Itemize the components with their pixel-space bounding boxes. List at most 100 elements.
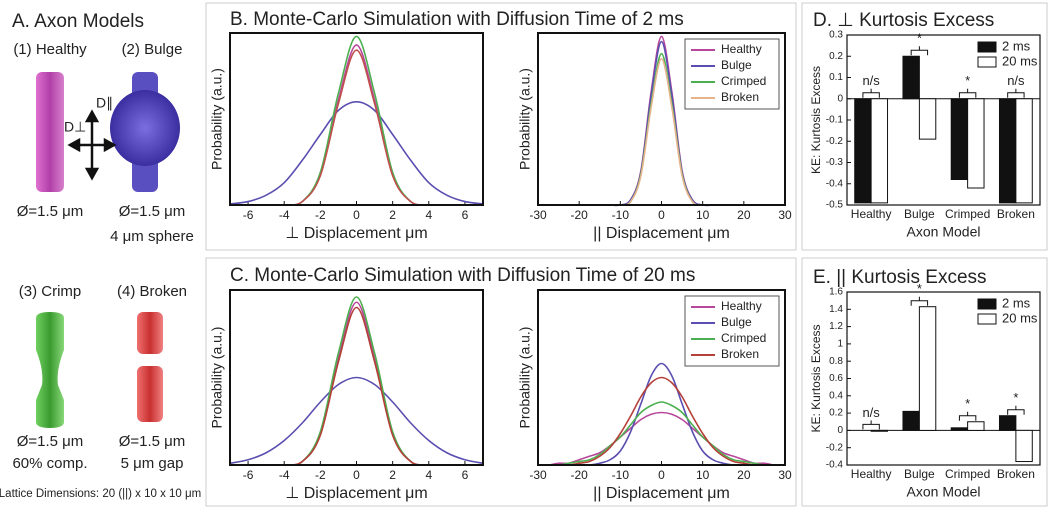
significance-bracket	[862, 420, 880, 430]
x-tick-label: -6	[243, 468, 254, 482]
x-tick-label: 2	[389, 208, 396, 222]
bar	[998, 98, 1017, 204]
x-tick-label: -30	[529, 208, 547, 222]
y-tick-label: 0.3	[829, 30, 843, 41]
y-tick-label: 0.2	[829, 51, 843, 62]
y-tick-label: -0.5	[826, 200, 844, 211]
bar	[902, 55, 920, 100]
x-tick-label: 4	[425, 208, 432, 222]
panel-border	[801, 2, 1048, 251]
model-caption: 5 μm gap	[121, 455, 184, 472]
x-axis-label: || Displacement μm	[593, 225, 730, 242]
x-tick-label: -6	[243, 208, 254, 222]
x-tick-label: -2	[315, 468, 326, 482]
y-tick-label: 1.2	[829, 321, 843, 332]
broken-axon-part	[137, 366, 163, 422]
y-tick-label: -0.4	[826, 178, 844, 189]
series-line	[538, 362, 785, 466]
y-tick-label: 1	[837, 339, 843, 350]
x-axis-label: Axon Model	[907, 484, 981, 500]
series-line	[230, 44, 483, 207]
legend-label: Bulge	[721, 58, 752, 72]
legend-label: 2 ms	[1002, 38, 1031, 53]
y-tick-label: 0.1	[829, 72, 843, 83]
model-label: (4) Broken	[117, 283, 187, 300]
model-caption: Ø=1.5 μm	[17, 433, 84, 450]
y-axis-label: KE: Kurtosis Excess	[809, 66, 823, 174]
legend-swatch	[977, 41, 997, 53]
plot-frame	[229, 32, 484, 206]
y-axis-label: KE: Kurtosis Excess	[809, 324, 823, 432]
y-tick-label: -0.2	[826, 442, 844, 453]
model-caption: Ø=1.5 μm	[119, 203, 186, 220]
x-axis-label: || Displacement μm	[593, 485, 730, 502]
series-line	[538, 376, 785, 466]
panel-border	[801, 257, 1048, 507]
significance-bracket	[862, 88, 880, 98]
lattice-note: Lattice Dimensions: 20 (||) x 10 x 10 μm	[0, 488, 201, 500]
panel-title: B. Monte-Carlo Simulation with Diffusion…	[230, 9, 684, 30]
legend-label: Broken	[721, 90, 759, 104]
bar	[967, 421, 985, 431]
series-line	[230, 301, 483, 467]
x-tick-label: Bulge	[904, 467, 935, 481]
x-tick-label: 0	[353, 468, 360, 482]
significance-bracket	[910, 296, 929, 306]
x-tick-label: 20	[737, 208, 751, 222]
significance-bracket	[910, 46, 929, 56]
x-tick-label: -30	[529, 468, 547, 482]
series-line	[229, 376, 484, 465]
legend-label: Crimped	[721, 74, 766, 88]
y-axis-label: Probability (a.u.)	[517, 327, 533, 429]
x-axis-label: Axon Model	[907, 224, 981, 240]
legend-label: Healthy	[721, 42, 762, 56]
legend-swatch	[977, 56, 997, 68]
plot-frame	[537, 289, 786, 466]
y-tick-label: 0	[837, 93, 843, 104]
bar	[1015, 98, 1033, 204]
chart-title: D. ⊥ Kurtosis Excess	[813, 10, 994, 31]
x-tick-label: Crimped	[945, 467, 990, 481]
plot-frame	[846, 291, 1041, 466]
significance-label: *	[917, 281, 922, 296]
model-label: (3) Crimp	[19, 283, 82, 300]
bar	[950, 98, 969, 180]
panel-title: A. Axon Models	[12, 11, 144, 32]
x-tick-label: -4	[279, 468, 290, 482]
significance-label: n/s	[862, 405, 880, 420]
x-tick-label: -20	[570, 208, 588, 222]
significance-label: *	[965, 73, 970, 88]
plot-frame	[229, 289, 484, 466]
series-line	[537, 411, 786, 466]
x-tick-label: 20	[737, 468, 751, 482]
x-tick-label: 2	[389, 468, 396, 482]
x-tick-label: 6	[462, 468, 469, 482]
x-tick-label: Broken	[997, 207, 1035, 221]
chart-title: E. || Kurtosis Excess	[813, 267, 987, 288]
bar	[854, 98, 872, 204]
bar	[950, 427, 969, 431]
x-tick-label: 10	[696, 468, 710, 482]
x-tick-label: 0	[353, 208, 360, 222]
broken-axon-part	[137, 312, 163, 354]
x-tick-label: 6	[462, 208, 469, 222]
diffusion-arrows	[67, 109, 117, 181]
y-tick-label: 1.4	[829, 304, 843, 315]
panel-title: C. Monte-Carlo Simulation with Diffusion…	[230, 265, 695, 286]
x-axis-label: ⊥ Displacement μm	[285, 225, 427, 242]
x-tick-label: 0	[658, 208, 665, 222]
x-tick-label: -2	[315, 208, 326, 222]
model-caption: Ø=1.5 μm	[17, 203, 84, 220]
x-tick-label: Healthy	[851, 467, 892, 481]
series-line	[230, 35, 483, 207]
y-tick-label: -0.1	[826, 115, 844, 126]
significance-label: *	[917, 31, 922, 46]
healthy-axon	[36, 72, 64, 192]
bar	[870, 98, 889, 204]
y-tick-label: 0.4	[829, 390, 843, 401]
x-axis-label: ⊥ Displacement μm	[285, 485, 427, 502]
series-line	[230, 49, 483, 207]
series-line	[229, 100, 484, 205]
d-perp-label: D⊥	[64, 119, 86, 135]
